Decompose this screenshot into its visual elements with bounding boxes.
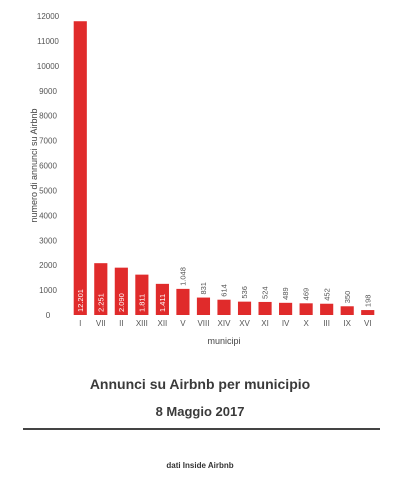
bar	[320, 303, 334, 315]
divider	[23, 428, 380, 430]
y-tick-label: 6000	[39, 162, 57, 171]
bar	[114, 267, 128, 315]
bar-value-label: 524	[261, 286, 270, 299]
bar	[94, 263, 108, 315]
x-tick-label: X	[303, 319, 309, 328]
bar	[279, 302, 293, 315]
bar	[196, 297, 211, 315]
x-tick-label: XV	[239, 319, 250, 328]
y-tick-label: 9000	[39, 87, 57, 96]
chart-title: Annunci su Airbnb per municipio	[89, 376, 311, 392]
x-tick-label: II	[119, 319, 123, 328]
bar-value-label: 614	[220, 284, 229, 297]
bar	[73, 21, 87, 315]
bar-value-label: 452	[322, 288, 331, 301]
x-tick-label: XIII	[136, 319, 148, 328]
x-tick-label: IV	[282, 319, 290, 328]
x-axis-label: municipi	[207, 336, 240, 346]
bar-value-label: 489	[281, 287, 290, 300]
bar	[176, 288, 190, 315]
chart-subtitle: 8 Maggio 2017	[155, 404, 245, 419]
bar	[258, 301, 272, 315]
y-tick-label: 5000	[39, 186, 57, 195]
source-note: dati Inside Airbnb	[166, 461, 234, 470]
y-tick-label: 2000	[39, 261, 57, 270]
bar-value-label: 469	[302, 288, 311, 301]
x-tick-label: VIII	[197, 319, 209, 328]
bar-value-label: 2.251	[96, 293, 105, 312]
bar	[217, 299, 231, 315]
y-tick-label: 12000	[37, 12, 60, 21]
bar-value-label: 831	[199, 282, 208, 295]
x-tick-label: XI	[261, 319, 269, 328]
bar	[155, 283, 169, 315]
bar-value-label: 1.411	[158, 294, 167, 312]
y-axis-label: numero di annunci su Airbnb	[29, 108, 39, 222]
y-tick-label: 4000	[39, 211, 57, 220]
x-tick-label: VI	[364, 319, 372, 328]
x-tick-label: III	[323, 319, 330, 328]
bar	[299, 303, 313, 315]
x-tick-label: XII	[158, 319, 168, 328]
y-tick-label: 7000	[39, 137, 57, 146]
x-tick-label: V	[180, 319, 186, 328]
x-tick-label: I	[79, 319, 81, 328]
y-tick-label: 11000	[37, 37, 59, 46]
bar-value-label: 1.048	[179, 267, 188, 286]
y-tick-label: 8000	[39, 112, 57, 121]
bar-value-label: 350	[343, 291, 352, 304]
x-tick-label: VII	[96, 319, 106, 328]
y-tick-label: 1000	[39, 286, 57, 295]
x-tick-label: XIV	[218, 319, 232, 328]
bar-chart: 0 1000 2000 3000 4000 5000 6000 7000 8000 9000 100…	[29, 12, 375, 346]
bar-value-label: 536	[240, 286, 249, 299]
y-tick-label: 10000	[37, 62, 60, 71]
bar	[340, 306, 354, 315]
y-tick-label: 0	[46, 311, 51, 320]
bar-value-label: 1.811	[137, 294, 146, 312]
bar-value-label: 2.090	[117, 293, 126, 312]
bar	[361, 310, 375, 315]
bar-value-label: 198	[363, 295, 372, 308]
bar	[135, 274, 149, 315]
y-tick-label: 3000	[39, 236, 57, 245]
bar	[237, 301, 252, 315]
x-tick-label: IX	[343, 319, 351, 328]
bar-value-label: 12.201	[76, 289, 85, 312]
